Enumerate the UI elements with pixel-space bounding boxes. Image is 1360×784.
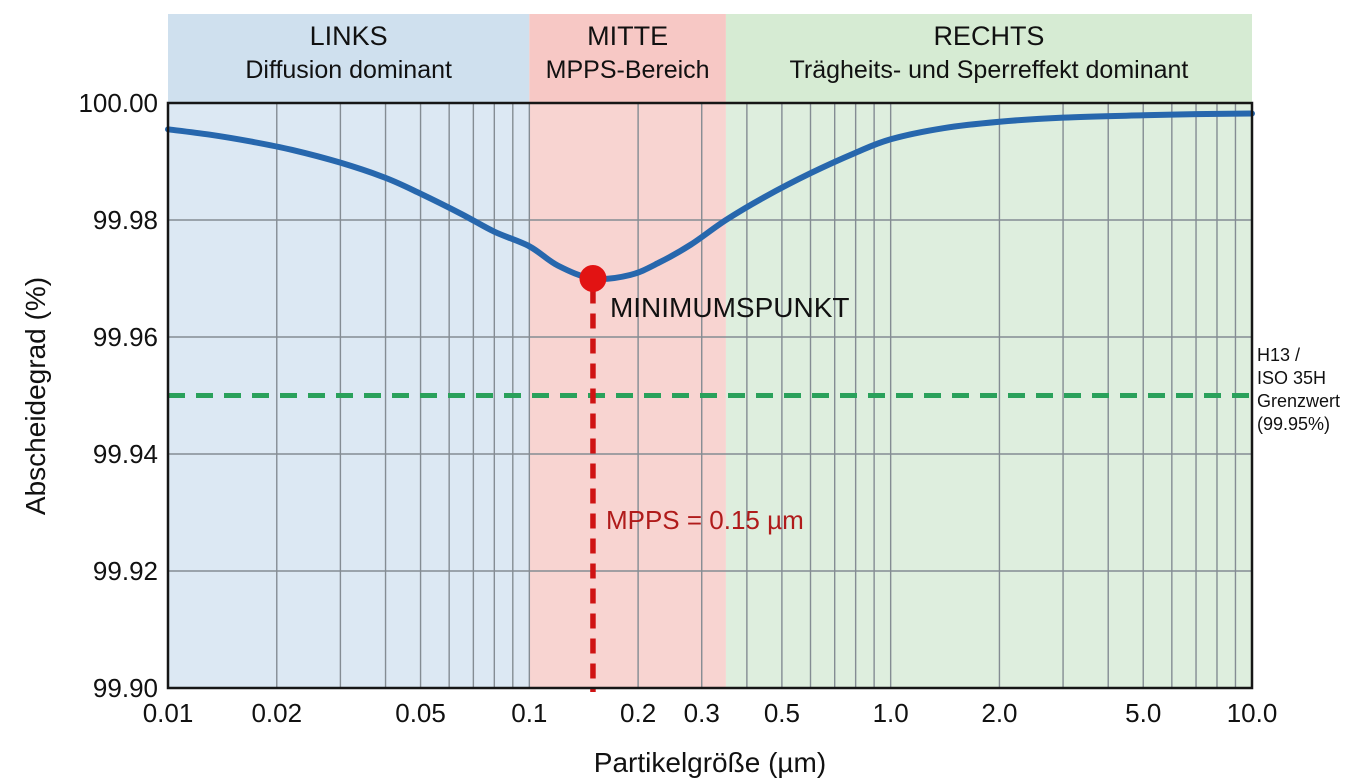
- limit-label-line: (99.95%): [1257, 414, 1331, 434]
- region-subtitle: MPPS-Bereich: [545, 56, 710, 85]
- limit-label-line: H13 /: [1257, 345, 1301, 365]
- x-tick-label: 5.0: [1125, 698, 1162, 728]
- y-tick-label: 99.90: [92, 673, 158, 703]
- y-tick-label: 99.96: [92, 322, 158, 352]
- region-band-0: [168, 14, 530, 103]
- x-tick-label: 0.05: [395, 698, 446, 728]
- limit-label-line: ISO 35H: [1257, 368, 1327, 388]
- x-tick-label: 0.3: [683, 698, 720, 728]
- minimum-point-label: MINIMUMSPUNKT: [609, 291, 850, 323]
- x-tick-label: 0.2: [620, 698, 657, 728]
- mpps-value-label: MPPS = 0.15 µm: [605, 505, 804, 535]
- region-title: LINKS: [309, 21, 388, 51]
- region-label-mitte: MITTE MPPS-Bereich: [529, 20, 726, 85]
- region-band-1: [529, 14, 726, 103]
- region-subtitle: Diffusion dominant: [245, 56, 452, 85]
- y-tick-label: 99.94: [92, 439, 158, 469]
- region-band-2: [725, 14, 1252, 103]
- efficiency-curve: [165, 110, 1255, 282]
- y-axis-title: Abscheidegrad (%): [20, 276, 51, 516]
- region-title: RECHTS: [933, 21, 1045, 51]
- x-tick-label: 1.0: [872, 698, 909, 728]
- limit-line-label: H13 / ISO 35H Grenzwert (99.95%): [1257, 344, 1340, 436]
- x-tick-label: 10.0: [1226, 698, 1278, 728]
- x-tick-label: 0.01: [142, 698, 194, 728]
- x-tick-label: 0.5: [763, 698, 800, 728]
- x-axis-title: Partikelgröße (µm): [593, 747, 827, 778]
- plot-border: [166, 101, 1254, 690]
- minimum-point-dot: [579, 265, 607, 292]
- x-tick-label: 0.1: [511, 698, 548, 728]
- y-tick-label: 100.00: [78, 88, 158, 118]
- region-subtitle: Trägheits- und Sperreffekt dominant: [789, 56, 1189, 85]
- region-label-rechts: RECHTS Trägheits- und Sperreffekt domina…: [726, 20, 1252, 85]
- y-tick-label: 99.98: [92, 205, 158, 235]
- x-tick-label: 0.02: [251, 698, 303, 728]
- y-tick-label: 99.92: [92, 556, 158, 586]
- region-label-links: LINKS Diffusion dominant: [168, 20, 529, 85]
- x-tick-label: 2.0: [981, 698, 1018, 728]
- region-title: MITTE: [587, 21, 669, 51]
- limit-label-line: Grenzwert: [1257, 391, 1341, 411]
